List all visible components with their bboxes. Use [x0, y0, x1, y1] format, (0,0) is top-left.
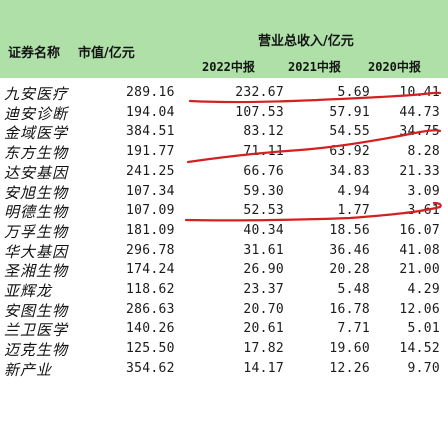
table-row: 华大基因 296.78 31.61 36.46 41.08 — [0, 240, 448, 261]
revenue-2022-cell: 59.30 — [243, 183, 284, 199]
security-name-cell: 亚辉龙 — [4, 282, 53, 300]
revenue-2020-cell: 16.07 — [399, 222, 440, 238]
table-row: 迈克生物 125.50 17.82 19.60 14.52 — [0, 339, 448, 360]
market-cap-cell: 107.34 — [126, 183, 175, 199]
revenue-2022-cell: 71.11 — [243, 144, 284, 160]
market-cap-cell: 289.16 — [126, 85, 175, 100]
revenue-2021-cell: 63.92 — [329, 144, 370, 160]
revenue-2022-cell: 20.61 — [243, 321, 284, 337]
table-row: 东方生物 191.77 71.11 63.92 8.28 — [0, 142, 448, 163]
table-row: 迪安诊断 194.04 107.53 57.91 44.73 — [0, 103, 448, 123]
table-row: 达安基因 241.25 66.76 34.83 21.33 — [0, 161, 448, 182]
market-cap-cell: 181.09 — [126, 222, 175, 238]
table-row: 圣湘生物 174.24 26.90 20.28 21.00 — [0, 260, 448, 281]
table-row: 新产业 354.62 14.17 12.26 9.70 — [0, 358, 448, 379]
revenue-2022-cell: 20.70 — [243, 301, 284, 317]
revenue-2021-cell: 12.26 — [329, 360, 370, 376]
revenue-2020-cell: 3.09 — [407, 183, 440, 199]
revenue-2021-cell: 5.48 — [337, 282, 370, 297]
revenue-2021-cell: 36.46 — [329, 242, 370, 258]
revenue-2021-cell: 57.91 — [329, 104, 370, 120]
revenue-2020-cell: 14.52 — [399, 341, 440, 357]
header-security-name: 证券名称 — [8, 46, 61, 61]
market-cap-cell: 118.62 — [126, 282, 175, 297]
security-name-cell: 东方生物 — [4, 144, 69, 163]
security-name-cell: 兰卫医学 — [4, 321, 69, 340]
table-header: 证券名称 市值/亿元 营业总收入/亿元 2022中报 2021中报 2020中报 — [0, 0, 448, 78]
market-cap-cell: 191.77 — [126, 144, 175, 160]
revenue-2020-cell: 4.29 — [407, 282, 440, 297]
revenue-2020-cell: 3.61 — [407, 203, 440, 219]
revenue-2022-cell: 23.37 — [243, 282, 284, 297]
revenue-2021-cell: 34.83 — [329, 163, 370, 179]
security-name-cell: 新产业 — [4, 360, 53, 379]
revenue-2022-cell: 14.17 — [243, 360, 284, 376]
market-cap-cell: 354.62 — [126, 360, 175, 376]
header-year-2022: 2022中报 — [202, 60, 255, 74]
market-cap-cell: 174.24 — [126, 262, 175, 278]
table-row: 兰卫医学 140.26 20.61 7.71 5.01 — [0, 319, 448, 340]
revenue-2020-cell: 41.08 — [399, 242, 440, 258]
revenue-2021-cell: 5.69 — [337, 85, 370, 100]
market-cap-cell: 241.25 — [126, 163, 175, 179]
revenue-2020-cell: 21.33 — [399, 163, 440, 179]
header-year-2020: 2020中报 — [368, 60, 421, 74]
revenue-2020-cell: 44.73 — [399, 104, 440, 120]
revenue-2020-cell: 21.00 — [399, 262, 440, 278]
security-name-cell: 迈克生物 — [4, 341, 69, 360]
revenue-2022-cell: 107.53 — [235, 104, 284, 120]
header-year-2021: 2021中报 — [288, 60, 341, 74]
revenue-2022-cell: 66.76 — [243, 163, 284, 179]
security-name-cell: 金域医学 — [4, 124, 69, 143]
revenue-2022-cell: 31.61 — [243, 242, 284, 258]
security-name-cell: 安图生物 — [4, 301, 69, 320]
revenue-2020-cell: 5.01 — [407, 321, 440, 337]
table-row: 安旭生物 107.34 59.30 4.94 3.09 — [0, 182, 448, 202]
security-name-cell: 迪安诊断 — [4, 104, 69, 123]
revenue-2022-cell: 17.82 — [243, 341, 284, 357]
table-row: 九安医疗 289.16 232.67 5.69 10.41 — [0, 83, 448, 103]
revenue-2021-cell: 18.56 — [329, 222, 370, 238]
market-cap-cell: 107.09 — [126, 203, 175, 219]
market-cap-cell: 140.26 — [126, 321, 175, 337]
security-name-cell: 明德生物 — [4, 203, 69, 222]
revenue-2022-cell: 232.67 — [235, 85, 284, 100]
table-row: 明德生物 107.09 52.53 1.77 3.61 — [0, 201, 448, 222]
revenue-2022-cell: 83.12 — [243, 124, 284, 140]
revenue-2022-cell: 26.90 — [243, 262, 284, 278]
market-cap-cell: 384.51 — [126, 124, 175, 140]
revenue-2022-cell: 52.53 — [243, 203, 284, 219]
table-row: 亚辉龙 118.62 23.37 5.48 4.29 — [0, 280, 448, 300]
header-market-cap: 市值/亿元 — [78, 46, 135, 61]
market-cap-cell: 194.04 — [126, 104, 175, 120]
security-name-cell: 九安医疗 — [4, 85, 69, 103]
security-name-cell: 圣湘生物 — [4, 262, 69, 281]
revenue-2020-cell: 34.75 — [399, 124, 440, 140]
revenue-2022-cell: 40.34 — [243, 222, 284, 238]
table-row: 万孚生物 181.09 40.34 18.56 16.07 — [0, 221, 448, 241]
revenue-2021-cell: 20.28 — [329, 262, 370, 278]
market-cap-cell: 296.78 — [126, 242, 175, 258]
revenue-2021-cell: 54.55 — [329, 124, 370, 140]
security-name-cell: 达安基因 — [4, 163, 69, 182]
security-name-cell: 万孚生物 — [4, 222, 69, 241]
revenue-2021-cell: 1.77 — [337, 203, 370, 219]
revenue-2021-cell: 7.71 — [337, 321, 370, 337]
revenue-2021-cell: 19.60 — [329, 341, 370, 357]
revenue-2020-cell: 10.41 — [399, 85, 440, 100]
header-revenue: 营业总收入/亿元 — [258, 34, 354, 49]
table-row: 金域医学 384.51 83.12 54.55 34.75 — [0, 122, 448, 143]
market-cap-cell: 125.50 — [126, 341, 175, 357]
revenue-2020-cell: 9.70 — [407, 360, 440, 376]
revenue-2021-cell: 4.94 — [337, 183, 370, 199]
revenue-2020-cell: 8.28 — [407, 144, 440, 160]
market-cap-cell: 286.63 — [126, 301, 175, 317]
table-row: 安图生物 286.63 20.70 16.78 12.06 — [0, 300, 448, 320]
revenue-2020-cell: 12.06 — [399, 301, 440, 317]
security-name-cell: 华大基因 — [4, 242, 69, 261]
revenue-2021-cell: 16.78 — [329, 301, 370, 317]
security-name-cell: 安旭生物 — [4, 183, 69, 202]
